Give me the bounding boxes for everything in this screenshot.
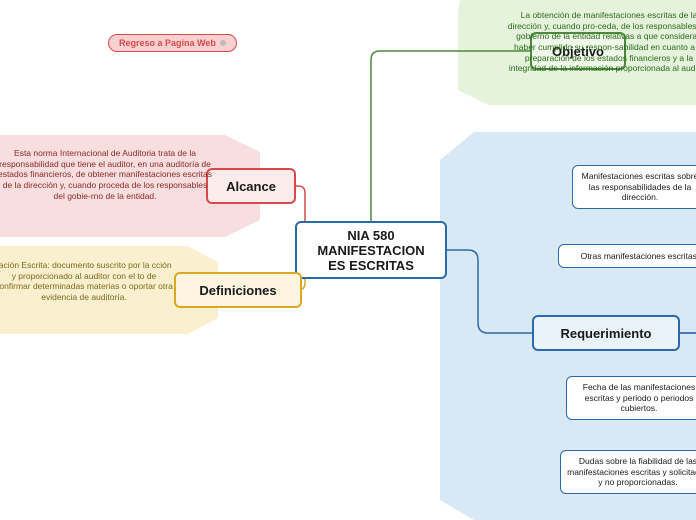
branch-alcance[interactable]: Alcance	[206, 168, 296, 204]
desc-definiciones: tación Escrita: documento suscrito por l…	[0, 260, 174, 303]
branch-definiciones[interactable]: Definiciones	[174, 272, 302, 308]
child-requerimiento-2[interactable]: Fecha de las manifestaciones escritas y …	[566, 376, 696, 420]
badge-label: Regreso a Pagina Web	[119, 38, 216, 48]
desc-alcance: Esta norma Internacional de Auditoria tr…	[0, 148, 214, 201]
child-requerimiento-3[interactable]: Dudas sobre la fiabilidad de las manifes…	[560, 450, 696, 494]
badge-dot-icon	[220, 40, 226, 46]
central-node[interactable]: NIA 580 MANIFESTACION ES ESCRITAS	[295, 221, 447, 279]
child-requerimiento-1[interactable]: Otras manifestaciones escritas.	[558, 244, 696, 268]
branch-requerimiento[interactable]: Requerimiento	[532, 315, 680, 351]
back-to-web-badge[interactable]: Regreso a Pagina Web	[108, 34, 237, 52]
child-requerimiento-0[interactable]: Manifestaciones escritas sobre las respo…	[572, 165, 696, 209]
desc-objetivo: La obtención de manifestaciones escritas…	[506, 10, 696, 74]
